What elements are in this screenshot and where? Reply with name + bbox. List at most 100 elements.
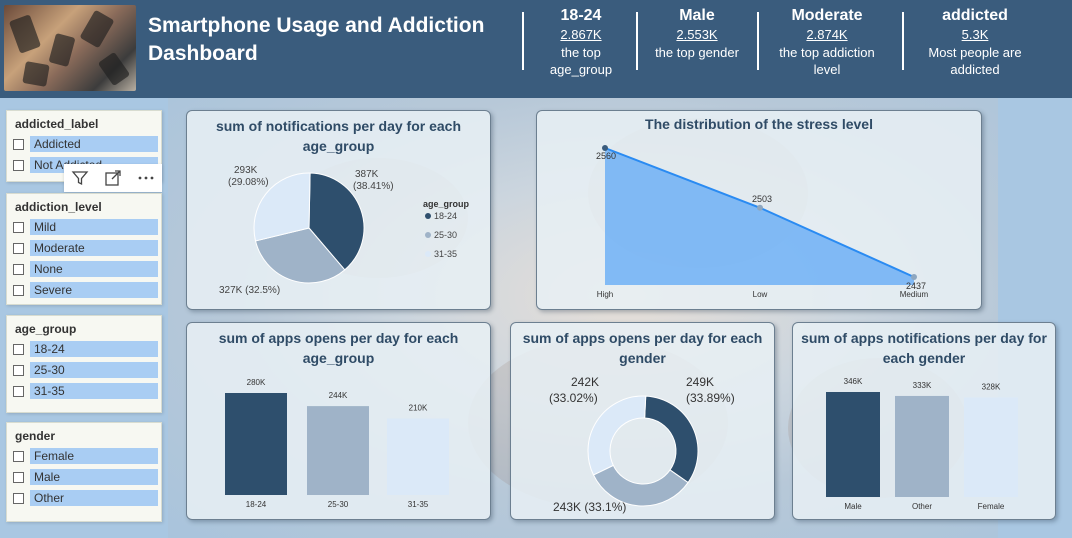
- checkbox[interactable]: [13, 471, 24, 483]
- slicer-option-other[interactable]: Other: [13, 489, 161, 507]
- chart-app-opens-age-bar[interactable]: sum of apps opens per day for each age_g…: [186, 322, 491, 520]
- kpi-label: the top gender: [655, 45, 739, 60]
- donut-slice-Male: [644, 395, 699, 484]
- slicer-age-group: age_group 18-24 25-30 31-35: [6, 315, 162, 413]
- slicer-addicted-label: addicted_label Addicted Not Addicted: [6, 110, 162, 182]
- slicer-option-label: Male: [30, 469, 158, 485]
- x-tick-label: 18-24: [246, 500, 267, 509]
- kpi-value: addicted: [942, 7, 1008, 24]
- data-label: 2437: [906, 281, 926, 291]
- slicer-option-18-24[interactable]: 18-24: [13, 340, 161, 358]
- legend-marker: [425, 251, 431, 257]
- legend-entry: 25-30: [434, 230, 457, 240]
- slicer-option-label: Severe: [30, 282, 158, 298]
- checkbox[interactable]: [13, 221, 24, 233]
- checkbox[interactable]: [13, 159, 24, 171]
- data-label: 387K: [355, 169, 379, 180]
- chart-stress-distribution[interactable]: The distribution of the stress level 256…: [536, 110, 982, 310]
- slicer-option-male[interactable]: Male: [13, 468, 161, 486]
- data-label: (38.41%): [353, 181, 394, 192]
- slicer-option-female[interactable]: Female: [13, 447, 161, 465]
- chart-notifications-gender-bar[interactable]: sum of apps notifications per day for ea…: [792, 322, 1056, 520]
- data-label: 333K: [913, 381, 932, 390]
- data-point: [602, 145, 608, 151]
- slicer-title: addiction_level: [15, 200, 102, 214]
- checkbox[interactable]: [13, 242, 24, 254]
- kpi-value: 18-24: [560, 7, 602, 24]
- slicer-option-label: 18-24: [30, 341, 158, 357]
- data-point: [757, 204, 763, 211]
- data-label: 328K: [982, 382, 1001, 391]
- kpi-label: the top age_group: [549, 45, 613, 77]
- data-label: (33.02%): [549, 391, 598, 405]
- legend-entry: 31-35: [434, 249, 457, 259]
- checkbox[interactable]: [13, 450, 24, 462]
- slicer-option-label: Moderate: [30, 240, 158, 256]
- chart-title: sum of notifications per day for each ag…: [215, 118, 462, 154]
- slicer-option-severe[interactable]: Severe: [13, 281, 161, 299]
- checkbox[interactable]: [13, 343, 24, 355]
- kpi-value: Moderate: [791, 7, 863, 24]
- checkbox[interactable]: [13, 364, 24, 376]
- kpi-divider: [902, 12, 904, 70]
- area-fill: [605, 148, 914, 285]
- checkbox[interactable]: [13, 385, 24, 397]
- kpi-divider: [636, 12, 638, 70]
- checkbox[interactable]: [13, 263, 24, 275]
- donut-chart-svg: 249K (33.89%) 243K (33.1%) 242K (33.02%): [549, 375, 735, 514]
- data-label: (29.08%): [228, 177, 269, 188]
- slicer-option-label: 25-30: [30, 362, 158, 378]
- slicer-option-mild[interactable]: Mild: [13, 218, 161, 236]
- kpi-count: 2.874K: [806, 27, 848, 42]
- slicer-option-addicted[interactable]: Addicted: [13, 135, 161, 153]
- slicer-option-label: Mild: [30, 219, 158, 235]
- kpi-divider: [522, 12, 524, 70]
- kpi-divider: [757, 12, 759, 70]
- chart-title: sum of apps notifications per day for ea…: [801, 330, 1047, 366]
- slicer-option-31-35[interactable]: 31-35: [13, 382, 161, 400]
- x-tick-label: Low: [753, 290, 768, 299]
- pie-chart-svg: 387K(38.41%) 327K (32.5%) 293K(29.08%) age_…: [219, 165, 470, 296]
- bar-25-30: [307, 406, 369, 495]
- x-tick-label: 31-35: [408, 500, 429, 509]
- slicer-option-none[interactable]: None: [13, 260, 161, 278]
- legend-title: age_group: [423, 199, 470, 209]
- pie-slice-31-35: [253, 172, 311, 242]
- slicer-option-moderate[interactable]: Moderate: [13, 239, 161, 257]
- data-label: 210K: [409, 404, 428, 413]
- header-photo: [4, 5, 136, 91]
- chart-app-opens-gender-donut[interactable]: sum of apps opens per day for each gende…: [510, 322, 775, 520]
- slicer-gender: gender Female Male Other: [6, 422, 162, 522]
- x-tick-label: Medium: [900, 290, 929, 299]
- checkbox[interactable]: [13, 492, 24, 504]
- data-label: 243K (33.1%): [553, 500, 626, 514]
- chart-title: sum of apps opens per day for each gende…: [522, 330, 763, 366]
- pie-slice-25-30: [254, 227, 346, 284]
- visual-header-toolbar: [64, 164, 162, 192]
- slicer-option-label: Other: [30, 490, 158, 506]
- bar-Female: [964, 397, 1018, 497]
- slicer-title: addicted_label: [15, 117, 99, 131]
- kpi-count: 2.553K: [676, 27, 718, 42]
- checkbox[interactable]: [13, 138, 24, 150]
- kpi-count: 2.867K: [560, 27, 602, 42]
- data-label: 280K: [247, 378, 266, 387]
- slicer-addiction-level: addiction_level Mild Moderate None Sever…: [6, 193, 162, 305]
- x-tick-label: High: [597, 290, 613, 299]
- data-label: 249K: [686, 375, 714, 389]
- slicer-title: age_group: [15, 322, 77, 336]
- data-label: 346K: [844, 377, 863, 386]
- bar-Other: [895, 395, 949, 497]
- checkbox[interactable]: [13, 284, 24, 296]
- donut-slice-Other: [587, 395, 647, 476]
- kpi-label: the top addiction level: [779, 45, 875, 77]
- chart-notifications-age-pie[interactable]: sum of notifications per day for each ag…: [186, 110, 491, 310]
- x-tick-label: Female: [978, 502, 1005, 511]
- focus-mode-icon[interactable]: [101, 167, 125, 189]
- slicer-option-label: Addicted: [30, 136, 158, 152]
- filter-icon[interactable]: [68, 167, 92, 189]
- more-options-icon[interactable]: [134, 167, 158, 189]
- slicer-option-25-30[interactable]: 25-30: [13, 361, 161, 379]
- data-label: 293K: [234, 165, 258, 176]
